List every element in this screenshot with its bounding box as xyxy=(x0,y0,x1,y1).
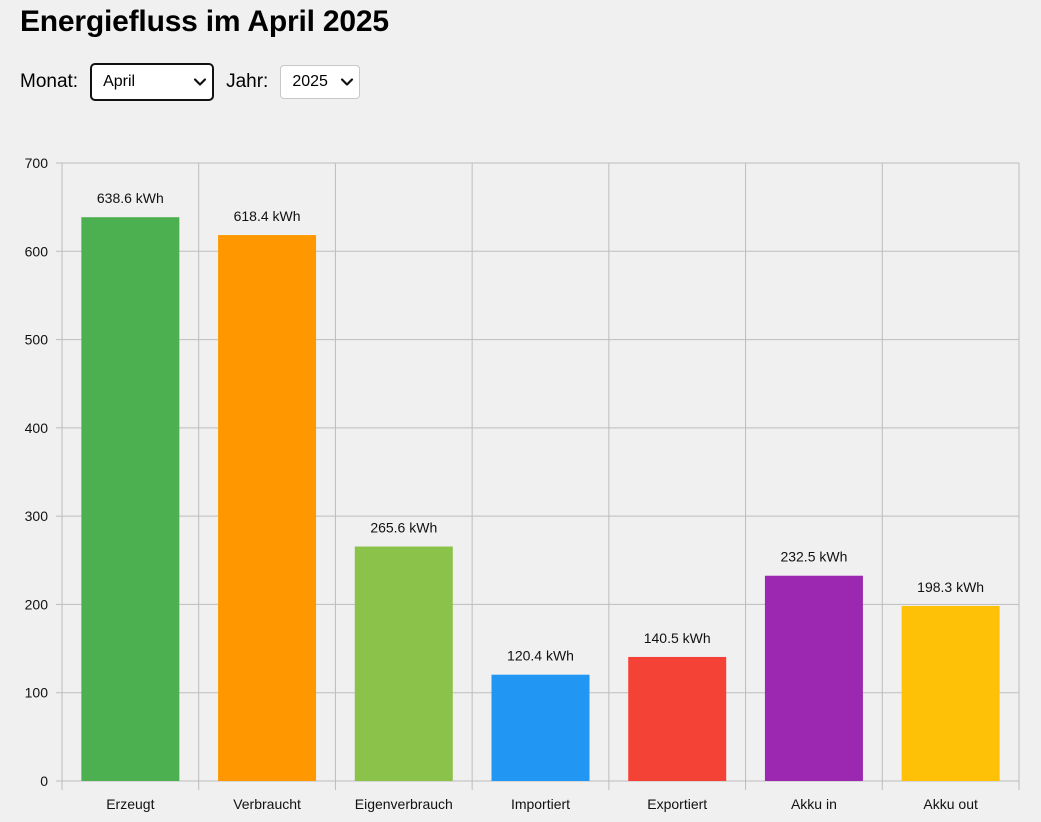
bar-verbraucht xyxy=(218,235,317,781)
bar-eigenverbrauch xyxy=(354,546,453,781)
bar-erzeugt xyxy=(81,217,180,782)
x-tick-label: Akku in xyxy=(791,796,837,812)
bar-exportiert xyxy=(628,656,727,781)
bar-importiert xyxy=(491,674,590,781)
y-tick-label: 500 xyxy=(25,332,49,348)
data-label: 198.3 kWh xyxy=(917,579,984,595)
year-label: Jahr: xyxy=(226,71,269,92)
month-label: Monat: xyxy=(20,71,79,92)
bar-akku-in xyxy=(764,575,863,781)
filter-controls: Monat: April Jahr: 2025 xyxy=(20,63,361,101)
y-tick-label: 600 xyxy=(25,243,49,259)
data-label: 618.4 kWh xyxy=(234,208,301,224)
year-select-value: 2025 xyxy=(292,73,328,90)
x-tick-label: Akku out xyxy=(923,796,978,812)
month-select-value: April xyxy=(103,73,136,90)
x-tick-label: Exportiert xyxy=(647,796,707,812)
month-select[interactable]: April xyxy=(90,63,215,101)
x-tick-label: Eigenverbrauch xyxy=(355,796,453,812)
data-label: 265.6 kWh xyxy=(370,520,437,536)
data-label: 140.5 kWh xyxy=(644,630,711,646)
data-label: 232.5 kWh xyxy=(780,549,847,565)
y-tick-label: 200 xyxy=(25,596,49,612)
y-tick-label: 400 xyxy=(25,420,49,436)
y-tick-label: 100 xyxy=(25,685,49,701)
x-tick-label: Erzeugt xyxy=(106,796,154,812)
chevron-down-icon xyxy=(341,78,354,86)
y-tick-label: 700 xyxy=(25,155,49,171)
x-tick-label: Verbraucht xyxy=(233,796,301,812)
y-tick-label: 0 xyxy=(40,773,48,789)
page-title: Energiefluss im April 2025 xyxy=(20,5,389,38)
year-select[interactable]: 2025 xyxy=(280,65,361,99)
chevron-down-icon xyxy=(193,78,207,86)
data-label: 638.6 kWh xyxy=(97,190,164,206)
bar-akku-out xyxy=(901,605,1000,781)
x-tick-label: Importiert xyxy=(511,796,570,812)
y-tick-label: 300 xyxy=(25,508,49,524)
data-label: 120.4 kWh xyxy=(507,648,574,664)
